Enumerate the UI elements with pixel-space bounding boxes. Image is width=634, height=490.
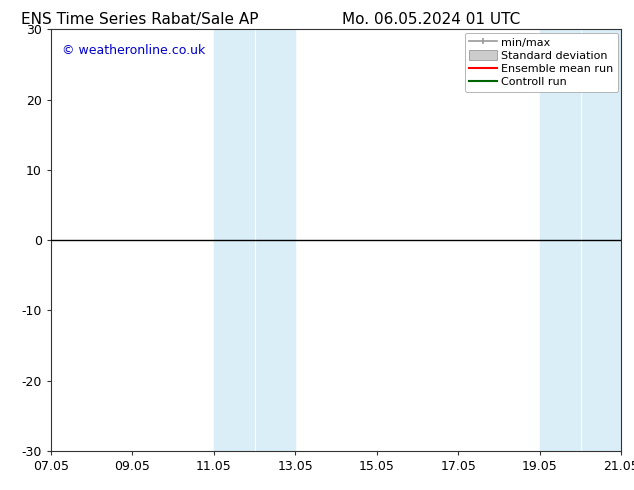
Text: ENS Time Series Rabat/Sale AP: ENS Time Series Rabat/Sale AP bbox=[21, 12, 258, 27]
Bar bbox=[214, 29, 295, 451]
Text: Mo. 06.05.2024 01 UTC: Mo. 06.05.2024 01 UTC bbox=[342, 12, 521, 27]
Bar bbox=[540, 29, 621, 451]
Text: © weatheronline.co.uk: © weatheronline.co.uk bbox=[62, 44, 205, 57]
Legend: min/max, Standard deviation, Ensemble mean run, Controll run: min/max, Standard deviation, Ensemble me… bbox=[465, 33, 618, 92]
